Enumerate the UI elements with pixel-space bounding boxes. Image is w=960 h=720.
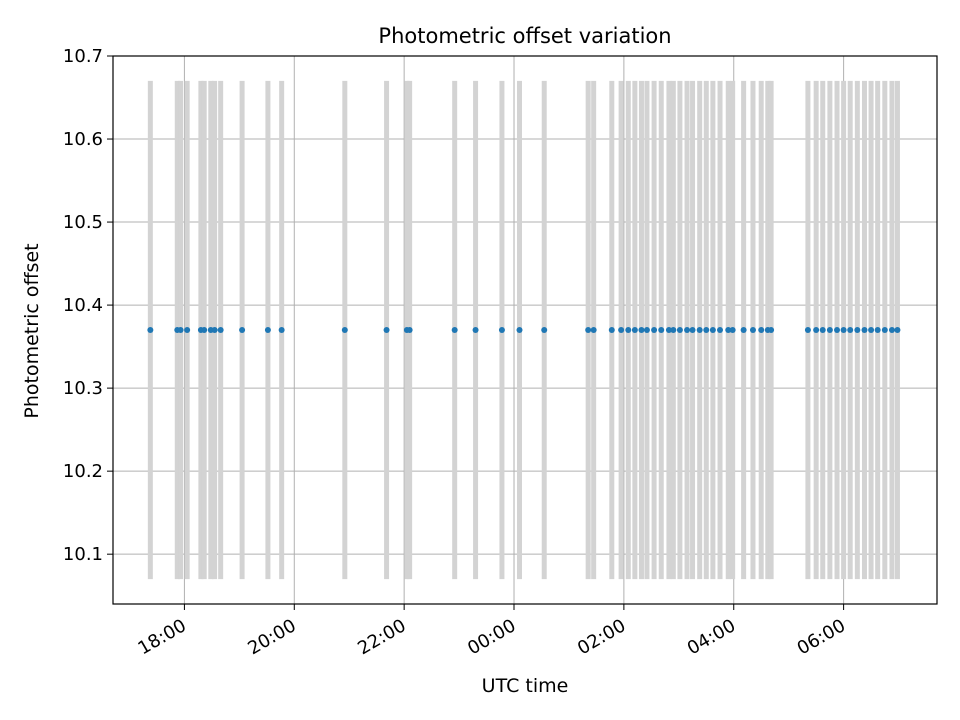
data-point xyxy=(541,327,548,333)
data-point xyxy=(894,327,901,333)
data-point xyxy=(211,327,218,333)
data-point xyxy=(608,327,615,333)
data-point xyxy=(177,327,184,333)
data-point xyxy=(472,327,479,333)
data-point xyxy=(804,327,811,333)
data-point xyxy=(590,327,597,333)
data-point xyxy=(201,327,208,333)
data-point xyxy=(618,327,625,333)
data-point xyxy=(498,327,505,333)
data-point xyxy=(406,327,413,333)
y-tick-label: 10.4 xyxy=(63,295,103,316)
y-tick-label: 10.2 xyxy=(63,461,103,482)
plot-frame xyxy=(112,55,938,605)
y-axis-label: Photometric offset xyxy=(21,243,43,418)
data-point xyxy=(819,327,826,333)
data-point xyxy=(740,327,747,333)
data-point xyxy=(451,327,458,333)
data-point xyxy=(638,327,645,333)
data-point xyxy=(703,327,710,333)
data-point xyxy=(383,327,390,333)
data-point xyxy=(147,327,154,333)
data-point xyxy=(725,327,732,333)
data-point xyxy=(709,327,716,333)
data-point xyxy=(826,327,833,333)
data-point xyxy=(278,327,285,333)
data-point xyxy=(847,327,854,333)
data-point xyxy=(684,327,691,333)
data-point xyxy=(881,327,888,333)
data-point xyxy=(717,327,724,333)
chart-title: Photometric offset variation xyxy=(378,24,671,48)
data-point xyxy=(651,327,658,333)
data-point xyxy=(585,327,592,333)
y-tick-label: 10.6 xyxy=(63,129,103,150)
data-point xyxy=(264,327,271,333)
data-point xyxy=(758,327,765,333)
data-point xyxy=(516,327,523,333)
data-point xyxy=(658,327,665,333)
y-tick-label: 10.3 xyxy=(63,378,103,399)
data-point xyxy=(217,327,224,333)
data-point xyxy=(670,327,677,333)
data-point xyxy=(861,327,868,333)
data-point xyxy=(631,327,638,333)
y-tick-label: 10.5 xyxy=(63,212,103,233)
data-point xyxy=(341,327,348,333)
data-point xyxy=(696,327,703,333)
data-point xyxy=(874,327,881,333)
data-point xyxy=(729,327,736,333)
data-point xyxy=(239,327,246,333)
data-point xyxy=(768,327,775,333)
data-point xyxy=(676,327,683,333)
y-tick-label: 10.7 xyxy=(63,46,103,67)
data-point xyxy=(854,327,861,333)
data-point xyxy=(184,327,191,333)
data-point xyxy=(689,327,696,333)
x-axis-label: UTC time xyxy=(482,675,569,697)
data-point xyxy=(625,327,632,333)
data-point xyxy=(834,327,841,333)
y-tick-label: 10.1 xyxy=(63,544,103,565)
data-point xyxy=(665,327,672,333)
data-point xyxy=(643,327,650,333)
data-point xyxy=(868,327,875,333)
data-point xyxy=(888,327,895,333)
data-point xyxy=(813,327,820,333)
data-point xyxy=(840,327,847,333)
data-points xyxy=(147,327,901,333)
data-point xyxy=(749,327,756,333)
